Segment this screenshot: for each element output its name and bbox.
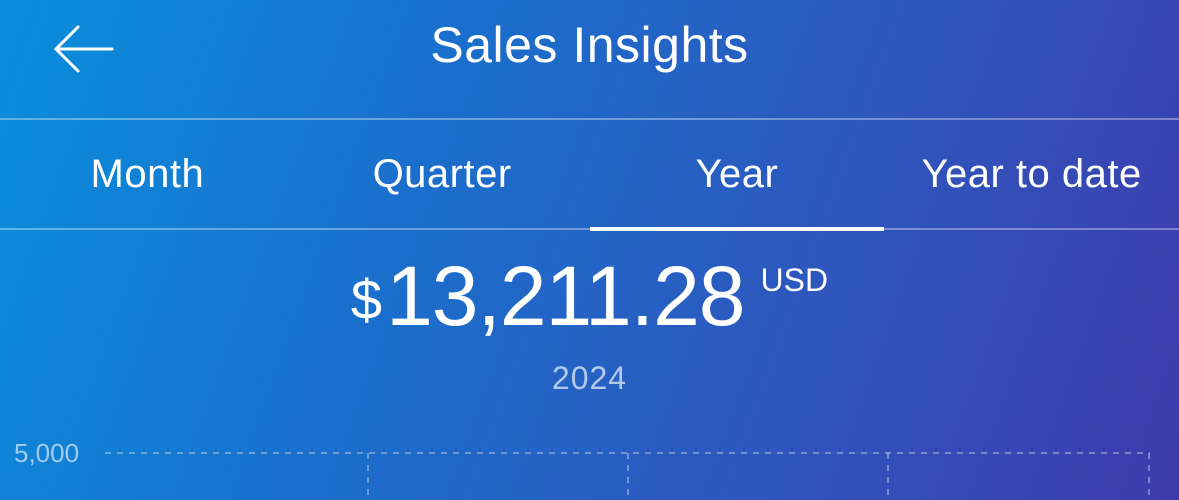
tab-year-to-date[interactable]: Year to date [921,151,1142,196]
sales-chart: 5,000 [0,430,1179,500]
total-amount: $ 13,211.28 USD [0,250,1179,342]
period-label: 2024 [551,360,628,396]
tab-year[interactable]: Year [589,120,885,231]
header-bar: Sales Insights [0,0,1179,120]
tab-quarter[interactable]: Quarter [372,151,512,196]
period-tabs: Month Quarter Year Year to date [0,120,1179,231]
y-tick-label: 5,000 [14,438,80,468]
back-button[interactable] [44,14,124,84]
tab-month[interactable]: Month [90,151,205,196]
page-title: Sales Insights [430,17,749,73]
currency-symbol: $ [350,268,383,331]
currency-code: USD [760,262,829,298]
chart-gridlines [105,452,1150,500]
arrow-left-icon [54,25,114,73]
amount-value: 13,211.28 [386,249,745,343]
